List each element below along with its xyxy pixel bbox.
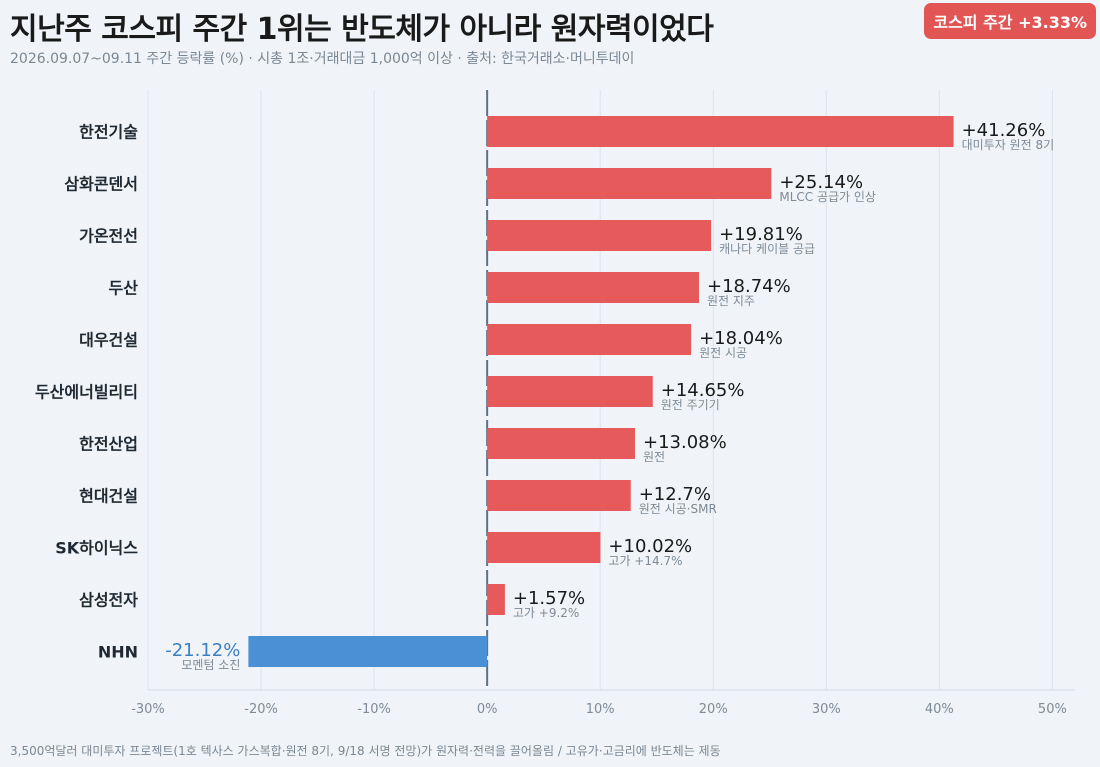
bar xyxy=(487,220,712,251)
category-label: 삼성전자 xyxy=(79,591,138,610)
category-label: 한전산업 xyxy=(79,435,138,454)
annotation-label: 원전 지주 xyxy=(707,294,755,308)
category-label: 대우건설 xyxy=(79,331,138,350)
annotation-label: 캐나다 케이블 공급 xyxy=(719,242,815,256)
data-label: +13.08% xyxy=(643,432,727,453)
data-label: +14.65% xyxy=(661,380,745,401)
annotation-label: 원전 주기기 xyxy=(661,398,720,412)
bar xyxy=(487,584,505,615)
annotation-label: 모멘텀 소진 xyxy=(181,658,240,672)
data-label: +1.57% xyxy=(513,588,585,609)
data-label: +18.74% xyxy=(707,276,791,297)
bar xyxy=(487,428,636,459)
x-tick-label: -10% xyxy=(357,702,391,717)
category-label: 두산에너빌리티 xyxy=(35,383,138,402)
data-label: +12.7% xyxy=(639,484,711,505)
page-title: 지난주 코스피 주간 1위는 반도체가 아니라 원자력이었다 xyxy=(10,12,714,47)
bar xyxy=(487,168,772,199)
x-tick-label: 30% xyxy=(812,702,841,717)
category-label: 한전기술 xyxy=(79,123,138,142)
x-tick-label: -20% xyxy=(244,702,278,717)
category-label: 가온전선 xyxy=(79,227,138,246)
category-label: 삼화콘덴서 xyxy=(64,175,138,194)
data-label: +10.02% xyxy=(608,536,692,557)
annotation-label: 원전 xyxy=(643,450,665,464)
category-label: SK하이닉스 xyxy=(55,539,138,558)
annotation-label: 원전 시공·SMR xyxy=(639,502,717,516)
annotation-label: 원전 시공 xyxy=(699,346,747,360)
x-tick-label: 40% xyxy=(925,702,954,717)
bar xyxy=(487,272,699,303)
category-label: 두산 xyxy=(109,279,139,298)
annotation-label: 대미투자 원전 8기 xyxy=(962,138,1055,152)
bar xyxy=(487,532,601,563)
x-tick-label: 0% xyxy=(477,702,498,717)
x-tick-label: 10% xyxy=(586,702,615,717)
annotation-label: 고가 +9.2% xyxy=(513,606,579,620)
data-label: +41.26% xyxy=(962,120,1046,141)
bar xyxy=(487,324,692,355)
bar xyxy=(248,636,488,667)
bar xyxy=(487,480,631,511)
footer-note: 3,500억달러 대미투자 프로젝트(1호 텍사스 가스복합·원전 8기, 9/… xyxy=(10,744,721,758)
kospi-weekly-badge: 코스피 주간 +3.33% xyxy=(924,3,1096,39)
x-tick-label: 50% xyxy=(1038,702,1067,717)
category-label: NHN xyxy=(98,643,138,662)
bar xyxy=(487,376,653,407)
annotation-label: MLCC 공급가 인상 xyxy=(779,190,876,204)
x-tick-label: 20% xyxy=(699,702,728,717)
data-label: +18.04% xyxy=(699,328,783,349)
page-subtitle: 2026.09.07~09.11 주간 등락률 (%) · 시총 1조·거래대금… xyxy=(10,51,635,67)
x-tick-label: -30% xyxy=(131,702,165,717)
data-label: +25.14% xyxy=(779,172,863,193)
bar xyxy=(487,116,954,147)
annotation-label: 고가 +14.7% xyxy=(608,554,682,568)
data-label: -21.12% xyxy=(165,640,240,661)
category-label: 현대건설 xyxy=(79,487,138,506)
data-label: +19.81% xyxy=(719,224,803,245)
